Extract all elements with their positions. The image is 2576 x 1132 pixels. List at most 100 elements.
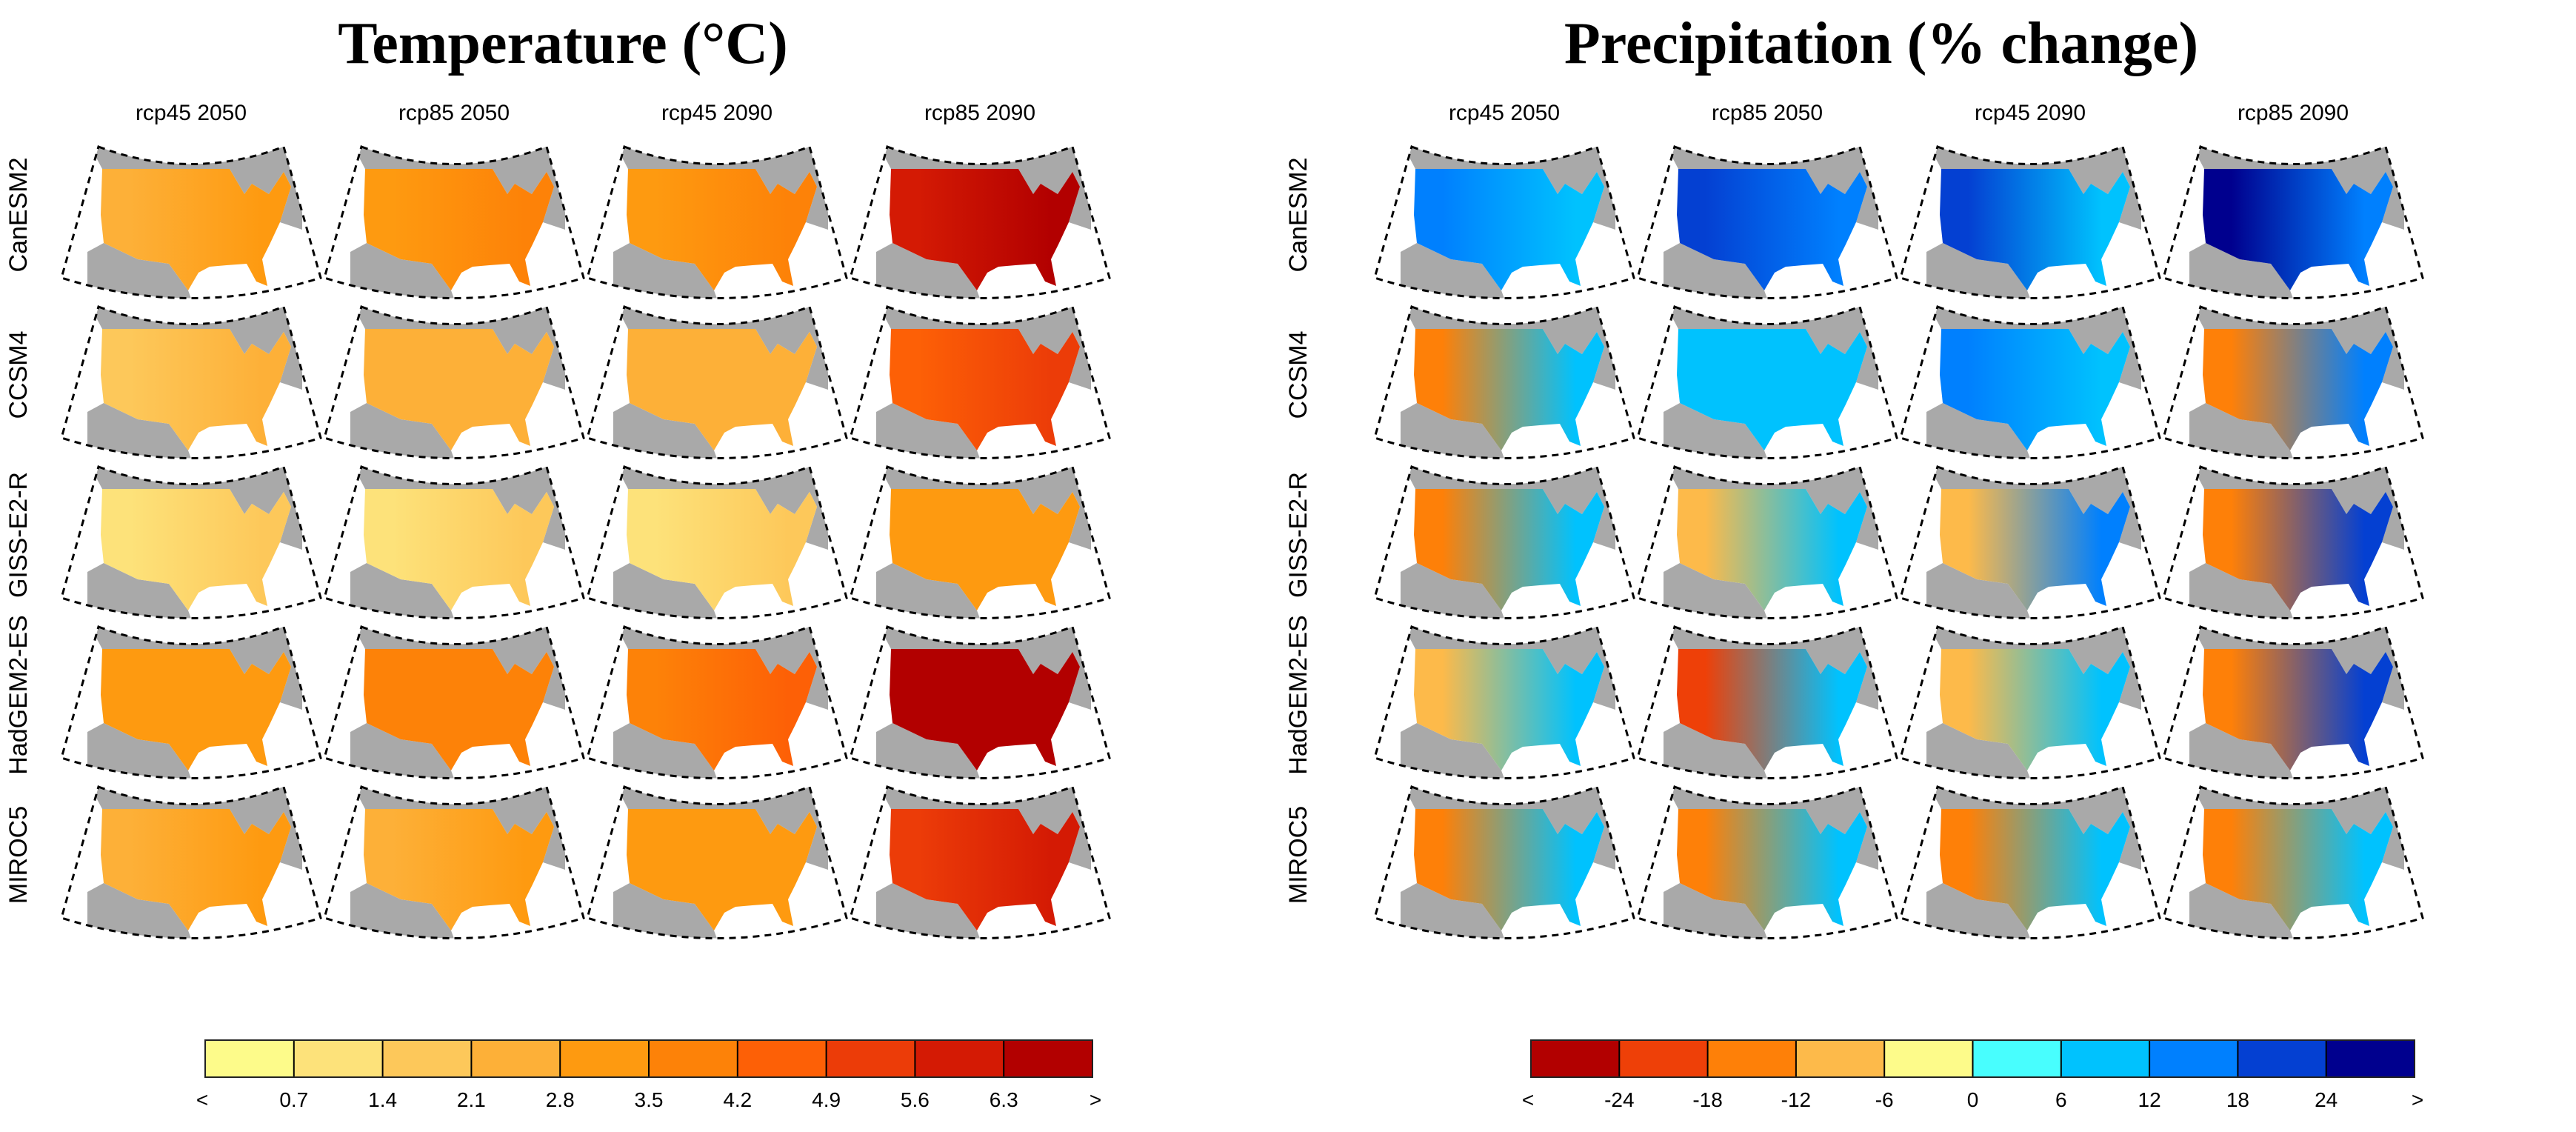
us-data-field <box>1940 809 2130 930</box>
colorbar-swatch <box>1795 1040 1885 1077</box>
canada-landmass <box>1664 787 1878 870</box>
colorbar-tick-label: 6.3 <box>990 1088 1018 1111</box>
map-panel-precipitation <box>2162 625 2424 779</box>
map-panel-precipitation <box>2162 465 2424 619</box>
map-panel-precipitation <box>1899 305 2161 459</box>
row-label: CCSM4 <box>4 330 33 419</box>
canada-landmass <box>2189 307 2404 390</box>
us-data-field <box>101 809 291 930</box>
canada-landmass <box>876 787 1091 870</box>
colorbar-swatch <box>560 1040 650 1077</box>
map-panel-temperature <box>323 465 585 619</box>
map-panel-precipitation <box>1373 785 1635 939</box>
map-frame <box>849 145 1111 299</box>
us-data-field <box>364 489 554 610</box>
map-frame <box>586 625 848 779</box>
column-title: rcp85 2090 <box>2238 101 2349 125</box>
map-frame <box>60 145 322 299</box>
us-data-field <box>101 169 291 290</box>
mexico-landmass <box>876 883 987 939</box>
canada-landmass <box>1401 147 1615 230</box>
map-frame <box>60 625 322 779</box>
us-data-field <box>1414 329 1604 450</box>
map-frame <box>1373 145 1635 299</box>
us-data-field <box>890 649 1080 770</box>
colorbar-swatch <box>205 1040 295 1077</box>
map-panel-precipitation <box>1899 145 2161 299</box>
row-label: HadGEM2-ES <box>1284 615 1312 774</box>
map-panel-temperature <box>586 465 848 619</box>
map-frame <box>1636 625 1898 779</box>
colorbar-swatch <box>471 1040 561 1077</box>
map-panel-precipitation <box>1636 465 1898 619</box>
canada-landmass <box>87 307 302 390</box>
map-frame <box>2162 785 2424 939</box>
colorbar-tick-label: 18 <box>2226 1088 2249 1111</box>
map-panel-precipitation <box>1636 305 1898 459</box>
colorbar-swatch <box>1531 1040 1620 1077</box>
map-panel-temperature <box>323 625 585 779</box>
map-panel-temperature <box>323 785 585 939</box>
canada-landmass <box>87 467 302 550</box>
colorbar-swatch <box>2326 1040 2415 1077</box>
mexico-landmass <box>613 243 724 299</box>
colorbar-swatch <box>1619 1040 1709 1077</box>
map-panel-temperature <box>849 465 1111 619</box>
us-data-field <box>1940 329 2130 450</box>
map-frame <box>60 465 322 619</box>
mexico-landmass <box>87 723 198 779</box>
colorbar-swatch <box>649 1040 738 1077</box>
canada-landmass <box>2189 467 2404 550</box>
mexico-landmass <box>2189 883 2300 939</box>
map-frame <box>586 785 848 939</box>
colorbar-tick-label: 1.4 <box>368 1088 397 1111</box>
canada-landmass <box>1664 307 1878 390</box>
us-data-field <box>890 169 1080 290</box>
mexico-landmass <box>1926 243 2038 299</box>
canada-landmass <box>350 147 565 230</box>
row-label: GISS-E2-R <box>4 472 33 598</box>
colorbar-swatch <box>915 1040 1004 1077</box>
map-frame <box>586 465 848 619</box>
map-frame <box>1899 625 2161 779</box>
colorbar-swatch <box>737 1040 827 1077</box>
mexico-landmass <box>1664 563 1775 619</box>
colorbar-swatch <box>2238 1040 2327 1077</box>
colorbar-tick-label: 4.2 <box>723 1088 752 1111</box>
map-frame <box>2162 625 2424 779</box>
map-frame <box>1373 465 1635 619</box>
us-data-field <box>2203 649 2393 770</box>
mexico-landmass <box>350 403 461 459</box>
column-title: rcp45 2090 <box>661 101 773 125</box>
map-frame <box>586 305 848 459</box>
column-title: rcp45 2090 <box>1975 101 2086 125</box>
mexico-landmass <box>1664 403 1775 459</box>
canada-landmass <box>87 147 302 230</box>
map-frame <box>1636 465 1898 619</box>
colorbar-tick-label: 2.1 <box>457 1088 486 1111</box>
row-label: GISS-E2-R <box>1284 472 1312 598</box>
map-frame <box>1899 145 2161 299</box>
colorbar-swatch <box>1004 1040 1093 1077</box>
colorbar-tick-label: < <box>1522 1088 1534 1111</box>
colorbar-tick-label: 12 <box>2138 1088 2161 1111</box>
us-data-field <box>627 489 817 610</box>
map-panel-temperature <box>60 145 322 299</box>
map-panel-temperature <box>849 785 1111 939</box>
mexico-landmass <box>87 883 198 939</box>
us-data-field <box>364 649 554 770</box>
colorbar-tick-label: -24 <box>1604 1088 1634 1111</box>
mexico-landmass <box>2189 563 2300 619</box>
mexico-landmass <box>87 243 198 299</box>
map-frame <box>1899 305 2161 459</box>
canada-landmass <box>613 787 828 870</box>
map-frame <box>323 145 585 299</box>
us-data-field <box>1940 489 2130 610</box>
canada-landmass <box>87 627 302 710</box>
map-frame <box>1373 625 1635 779</box>
mexico-landmass <box>613 563 724 619</box>
canada-landmass <box>350 467 565 550</box>
map-panel-temperature <box>586 625 848 779</box>
map-panel-temperature <box>586 145 848 299</box>
